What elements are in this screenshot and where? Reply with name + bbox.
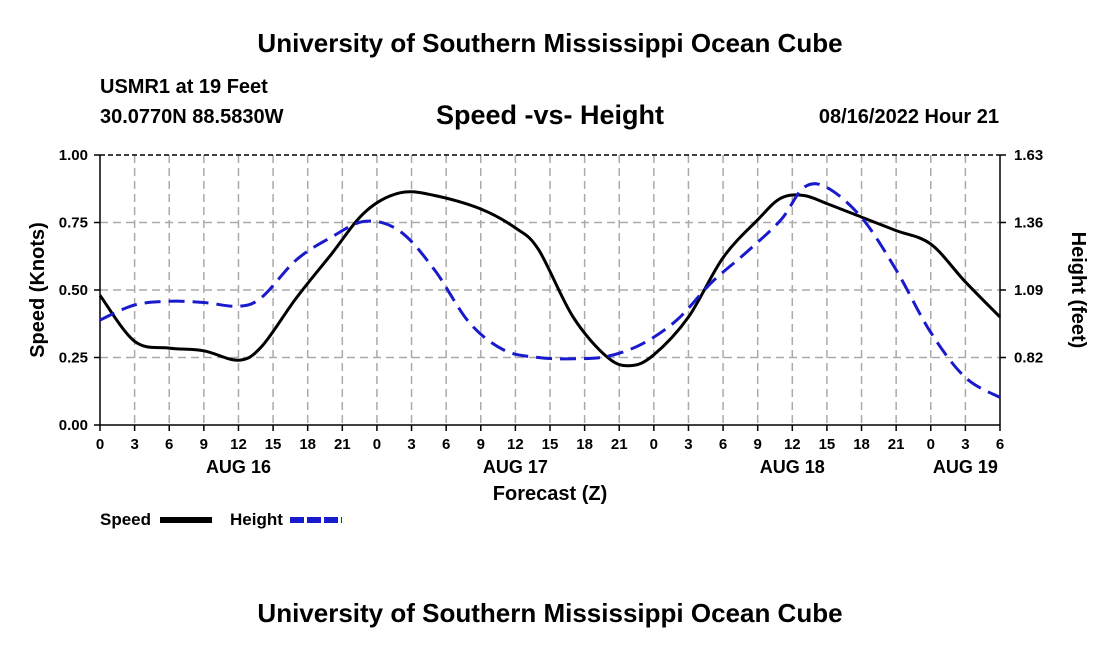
y2-axis-label: Height (feet) (1067, 232, 1089, 349)
x-axis-label: Forecast (Z) (493, 483, 607, 505)
station-coordinates: 30.0770N 88.5830W (100, 106, 284, 128)
station-label: USMR1 at 19 Feet (100, 76, 268, 98)
x-tick-label: 9 (754, 436, 762, 453)
x-tick-label: 12 (230, 436, 247, 453)
x-tick-label: 15 (542, 436, 559, 453)
x-tick-label: 6 (165, 436, 173, 453)
x-tick-label: 9 (477, 436, 485, 453)
x-tick-label: 21 (334, 436, 351, 453)
x-tick-label: 12 (784, 436, 801, 453)
y2-tick-label: 0.82 (1014, 350, 1043, 367)
x-tick-label: 3 (684, 436, 692, 453)
x-tick-label: 18 (299, 436, 316, 453)
y2-tick-label: 1.09 (1014, 282, 1043, 299)
x-tick-label: 15 (265, 436, 282, 453)
y-axis-label: Speed (Knots) (27, 222, 49, 358)
chart-subtitle: Speed -vs- Height (435, 100, 665, 130)
y-tick-label: 0.25 (59, 350, 88, 367)
x-tick-label: 12 (507, 436, 524, 453)
x-tick-label: 18 (576, 436, 593, 453)
date-label: AUG 17 (483, 457, 548, 477)
series-line-speed (98, 190, 1002, 368)
x-tick-label: 21 (611, 436, 628, 453)
legend-label-height: Height (230, 510, 283, 529)
date-label: AUG 18 (760, 457, 825, 477)
x-tick-label: 6 (996, 436, 1004, 453)
y2-tick-label: 1.36 (1014, 215, 1043, 232)
x-tick-label: 0 (927, 436, 935, 453)
x-tick-label: 3 (407, 436, 415, 453)
x-tick-label: 6 (719, 436, 727, 453)
y-tick-label: 0.00 (59, 417, 88, 434)
y-tick-label: 0.50 (59, 282, 88, 299)
x-tick-label: 0 (373, 436, 381, 453)
x-tick-label: 18 (853, 436, 870, 453)
forecast-datetime: 08/16/2022 Hour 21 (818, 106, 999, 128)
page-title: University of Southern Mississippi Ocean… (257, 28, 843, 58)
date-label: AUG 16 (206, 457, 271, 477)
x-tick-label: 21 (888, 436, 905, 453)
x-tick-label: 6 (442, 436, 450, 453)
x-tick-label: 9 (200, 436, 208, 453)
series-line-height (99, 182, 1001, 399)
speed-height-chart: 0.00 0.25 0.50 0.75 1.00 0.82 1.09 1.36 1.63 0 3 6 9… (27, 147, 1089, 529)
x-tick-label: 3 (130, 436, 138, 453)
date-label: AUG 19 (933, 457, 998, 477)
x-tick-label: 3 (961, 436, 969, 453)
footer-title: University of Southern Mississippi Ocean… (257, 598, 843, 628)
x-tick-label: 15 (819, 436, 836, 453)
y2-tick-label: 1.63 (1014, 147, 1043, 164)
legend-label-speed: Speed (100, 510, 151, 529)
x-tick-label: 0 (650, 436, 658, 453)
y-tick-label: 1.00 (59, 147, 88, 164)
x-tick-label: 0 (96, 436, 104, 453)
y-tick-label: 0.75 (59, 215, 88, 232)
